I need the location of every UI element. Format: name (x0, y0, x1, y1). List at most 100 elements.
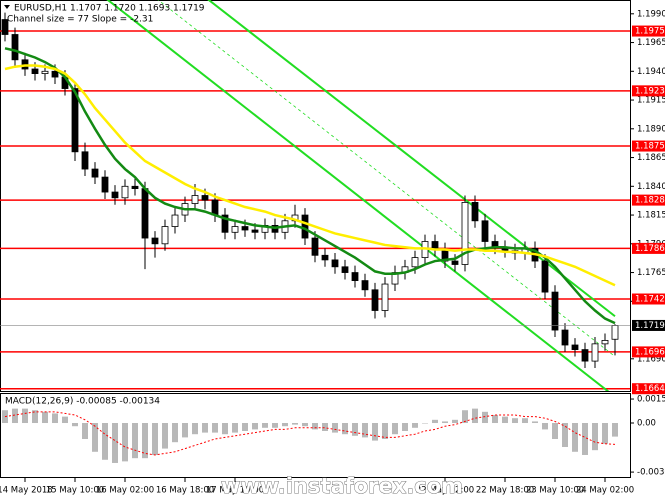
candle-body (451, 260, 459, 265)
candle-body (151, 237, 159, 245)
y-tick-label: 1.1915 (637, 96, 665, 106)
macd-bar (412, 423, 418, 428)
macd-bar (602, 423, 608, 444)
y-tick-label: 1.1965 (637, 38, 665, 48)
candle-body (411, 257, 419, 268)
macd-bar (352, 423, 358, 436)
y-tick-label: 1.1865 (637, 153, 665, 163)
macd-bar (262, 423, 268, 428)
macd-bar (22, 408, 28, 424)
macd-bar (542, 423, 548, 430)
channel-line (106, 0, 610, 391)
candle-body (161, 226, 169, 245)
macd-bar (242, 423, 248, 432)
candle-body (231, 226, 239, 233)
macd-bar (372, 423, 378, 441)
macd-bar (172, 423, 178, 443)
macd-bar (612, 423, 618, 437)
macd-bar (402, 423, 408, 432)
level-tag (632, 293, 665, 305)
macd-bar (142, 423, 148, 459)
y-tick-label: -0.00307 (637, 468, 665, 478)
y-tick-label: 1.1690 (637, 354, 665, 364)
macd-bar (312, 423, 318, 430)
macd-bar (252, 423, 258, 430)
candle-body (91, 168, 99, 178)
candle-body (41, 70, 49, 75)
y-tick-label: 1.1765 (637, 268, 665, 278)
macd-bar (12, 408, 18, 424)
candle-body (381, 283, 389, 311)
candle-body (341, 266, 349, 273)
moving-average (4, 47, 616, 325)
macd-bar (222, 423, 228, 435)
macd-bar (202, 423, 208, 433)
macd-bar (32, 410, 38, 424)
y-tick-label: 1.1940 (637, 67, 665, 77)
chart-title: EURUSD,H1 1.1707 1.1720 1.1693 1.1719 (14, 4, 205, 14)
x-tick-label: 23 May 10:00 (526, 486, 584, 496)
candle-body (301, 214, 309, 239)
last-price-tag (632, 319, 665, 331)
candle-body (121, 185, 129, 199)
macd-bar (472, 408, 478, 424)
candle-body (51, 70, 59, 78)
y-tick-label: 0.0015 (637, 395, 665, 405)
y-tick-label: 1.1890 (637, 124, 665, 134)
candle-body (191, 195, 199, 204)
candle-body (101, 176, 109, 193)
macd-bar (492, 415, 498, 424)
macd-bar (292, 423, 298, 425)
level-label: 1.1786 (635, 244, 665, 254)
macd-bar (342, 423, 348, 435)
candle-body (351, 272, 359, 281)
candle-body (201, 195, 209, 201)
x-tick-label: 17 May 10:00 (206, 486, 264, 496)
macd-bar (272, 423, 278, 428)
macd-bar (332, 423, 338, 433)
macd-bar (192, 423, 198, 435)
candle-body (591, 343, 599, 362)
x-tick-label: 16 May 02:00 (96, 486, 154, 496)
macd-bar (2, 410, 8, 424)
macd-bar (162, 423, 168, 449)
level-tag (632, 85, 665, 97)
macd-bar (532, 421, 538, 424)
candle-body (561, 329, 569, 346)
level-label: 1.1742 (635, 295, 665, 305)
candle-body (611, 325, 619, 340)
macd-bar (152, 423, 158, 455)
macd-bar (422, 423, 428, 424)
channel-line (157, 0, 616, 357)
macd-bar (132, 423, 138, 459)
candle-body (211, 199, 219, 216)
candle-body (141, 188, 149, 239)
macd-bar (552, 423, 558, 439)
candle-body (251, 229, 259, 233)
macd-bar (112, 423, 118, 463)
chart-subtitle: Channel size = 77 Slope = -2.31 (7, 15, 153, 25)
macd-bar (452, 419, 458, 424)
x-tick-label: 22 May 02:00 (416, 486, 474, 496)
last-price-label: 1.1719 (635, 321, 665, 331)
macd-bar (212, 423, 218, 433)
candle-body (311, 237, 319, 256)
macd-bar (382, 423, 388, 439)
macd-bar (592, 423, 598, 451)
macd-bar (232, 423, 238, 433)
overlay: EURUSD,H1 1.1707 1.1720 1.1693 1.1719Cha… (0, 4, 665, 498)
candle-body (371, 289, 379, 311)
watermark: www.instaforex.com (221, 474, 463, 498)
macd-bar (182, 423, 188, 438)
candle-body (581, 349, 589, 362)
x-tick-label: 24 May 02:00 (576, 486, 634, 496)
candle-body (81, 151, 89, 170)
macd-bar (42, 411, 48, 424)
level-tag (632, 140, 665, 152)
level-label: 1.1828 (635, 196, 665, 206)
y-tick-label: 0.00 (637, 419, 656, 429)
candle-body (551, 291, 559, 331)
macd-bar (122, 423, 128, 462)
macd-bar (512, 418, 518, 424)
